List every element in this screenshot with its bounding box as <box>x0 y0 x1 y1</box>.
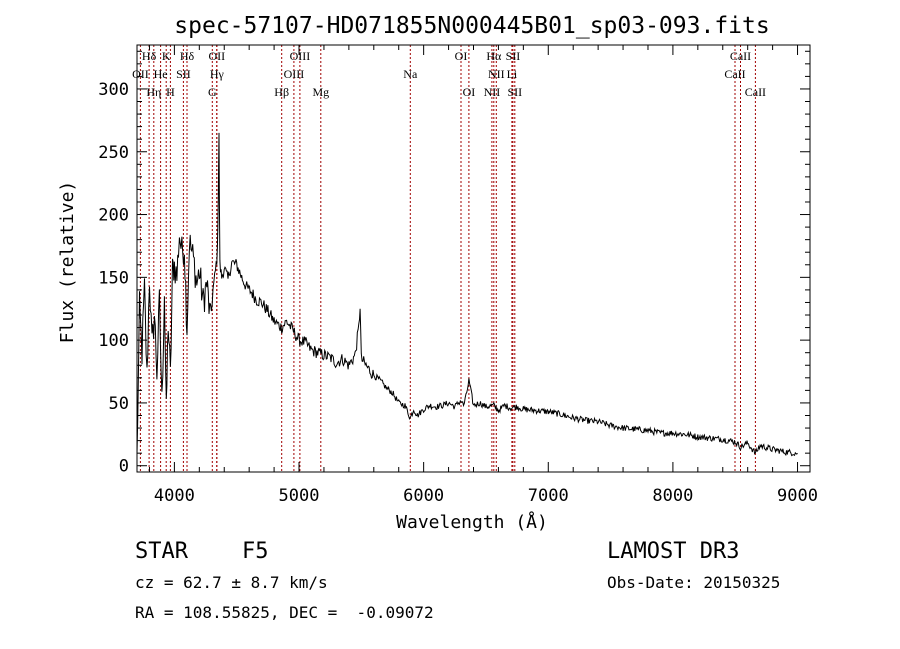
spectral-line-label: OI <box>455 49 468 63</box>
spectral-line-label: Hβ <box>274 85 289 99</box>
spectral-line-label: Hδ <box>142 49 157 63</box>
y-tick-label: 300 <box>98 80 129 100</box>
spectral-line-label: SII <box>176 67 191 81</box>
x-axis-label: Wavelength (Å) <box>396 511 548 533</box>
spectral-line-label: Hη <box>146 85 161 99</box>
chart-title: spec-57107-HD071855N000445B01_sp03-093.f… <box>174 13 769 39</box>
flux-series-line <box>136 132 798 457</box>
y-tick-label: 150 <box>98 268 129 288</box>
axes-layer: 4000 5000 6000 7000 8000 9000 0 50 100 150 200 250 3… <box>98 45 818 506</box>
spectral-line-label: Hα <box>486 49 502 63</box>
spectral-line-label: NII <box>484 85 501 99</box>
x-tick-label: 9000 <box>777 486 818 506</box>
spectral-line-label: CaII <box>730 49 751 63</box>
y-tick-label: 0 <box>119 457 129 477</box>
spectral-line-label: He <box>154 67 168 81</box>
survey-name: LAMOST DR3 <box>607 539 740 564</box>
subclass: F5 <box>242 539 269 564</box>
spectral-line-label: Li <box>507 67 518 81</box>
spectral-line-label: NII <box>488 67 505 81</box>
observation-date: Obs-Date: 20150325 <box>607 573 781 592</box>
y-axis-label: Flux (relative) <box>57 181 78 344</box>
x-tick-label: 5000 <box>279 486 320 506</box>
x-tick-label: 4000 <box>154 486 195 506</box>
object-type: STAR <box>135 539 188 564</box>
spectral-line-label: OIII <box>284 67 305 81</box>
spectral-line-label: Hγ <box>210 67 225 81</box>
series-layer <box>136 132 798 457</box>
spectral-line-label: K <box>162 49 171 63</box>
y-tick-label: 250 <box>98 143 129 163</box>
x-tick-label: 7000 <box>528 486 569 506</box>
y-tick-label: 50 <box>109 394 129 414</box>
coordinates: RA = 108.55825, DEC = -0.09072 <box>135 603 434 622</box>
spectral-line-label: G <box>208 85 217 99</box>
spectral-line-label: CaII <box>724 67 745 81</box>
spectral-line-label: SII <box>507 85 522 99</box>
spectral-line-label: Na <box>403 67 418 81</box>
spectral-line-label: OII <box>132 67 149 81</box>
spectral-line-label: SII <box>506 49 521 63</box>
x-tick-label: 6000 <box>403 486 444 506</box>
spectral-line-label: Hδ <box>180 49 195 63</box>
y-tick-label: 100 <box>98 331 129 351</box>
redshift-velocity: cz = 62.7 ± 8.7 km/s <box>135 573 328 592</box>
spectral-line-label: OIII <box>290 49 311 63</box>
spectral-line-label: H <box>166 85 175 99</box>
spectral-line-label: OII <box>208 49 225 63</box>
y-tick-label: 200 <box>98 206 129 226</box>
plot-frame <box>136 44 811 473</box>
x-tick-label: 8000 <box>652 486 693 506</box>
spectral-line-label: Mg <box>312 85 329 99</box>
spectral-line-label: CaII <box>745 85 766 99</box>
spectral-lines-layer <box>139 45 756 472</box>
spectral-line-label: OI <box>463 85 476 99</box>
